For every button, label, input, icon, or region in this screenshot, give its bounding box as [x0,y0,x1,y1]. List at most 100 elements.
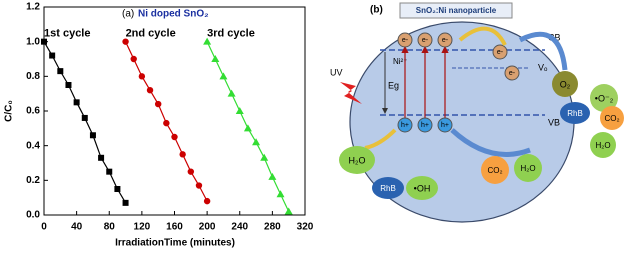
dopant-label: Ni²⁺ [393,57,407,66]
hole-label: h+ [441,122,449,129]
x-tick-label: 320 [297,222,314,233]
marker [235,107,244,114]
transfer-arrow [450,128,531,157]
marker [138,73,146,80]
x-tick-label: 160 [166,222,183,233]
oxygen-label: O₂ [560,79,571,89]
y-tick-label: 0.0 [26,210,40,221]
series-label: 2nd cycle [126,28,176,40]
marker [268,172,277,180]
hole [417,117,433,133]
electron [397,32,413,48]
hole-label: h+ [401,122,409,129]
marker [179,151,186,158]
marker [195,182,203,189]
panel-label: (a) [122,9,134,20]
marker [106,168,113,175]
marker [187,168,195,175]
vacancy-label: Vₒ [538,62,548,72]
transfer-arrow [364,128,397,150]
marker [252,138,261,146]
hydroxyl-label: •OH [414,183,431,193]
electron-label: e- [422,37,429,44]
superoxide-label: •O⁻₂ [595,93,614,103]
electron-label: e- [497,49,504,56]
x-tick-label: 0 [41,222,47,233]
particle-box [399,2,513,19]
marker [154,100,162,108]
electron-label: e- [402,37,409,44]
electron [492,44,508,60]
water-label: H₂O [349,155,366,165]
dye-label: RhB [567,109,583,118]
water [514,154,542,182]
x-tick-label: 40 [71,222,83,233]
transfer-arrow [518,31,568,71]
chart: (a) Ni doped SnO₂ IrradiationTime (minut… [4,2,314,249]
oxygen [552,71,578,97]
co2 [481,156,509,184]
x-tick-label: 200 [199,222,216,233]
hydroxyl [406,176,438,200]
y-tick-label: 0.8 [26,71,40,82]
marker [219,72,228,80]
x-tick-label: 240 [231,222,248,233]
y-tick-label: 1.2 [26,2,40,13]
marker [276,190,285,198]
dye [560,102,590,124]
marker [98,154,105,161]
hole-label: h+ [421,122,429,129]
co2-label: CO₂ [487,166,502,175]
gap-label: Eg [388,80,399,90]
superoxide [590,84,618,112]
marker [122,199,129,206]
marker [41,38,47,45]
series-label: 3rd cycle [207,28,255,40]
marker [260,153,269,161]
water-label: H₂O [520,164,535,173]
particle-label: SnO₂:Ni nanoparticle [416,6,497,15]
hole [397,117,413,133]
water [339,146,375,174]
electron [437,32,453,48]
marker [57,68,64,75]
marker [73,99,80,106]
chart-title: Ni doped SnO₂ [138,9,209,20]
marker [243,124,252,132]
x-tick-label: 120 [134,222,151,233]
marker [227,89,236,97]
uv-bolt [340,82,362,104]
uv-label: UV [330,67,343,77]
marker [114,186,121,192]
marker [203,37,212,45]
electron-label: e- [442,37,449,44]
panel-label: (b) [370,5,383,16]
water-label: H₂O [595,141,610,150]
marker [171,133,178,141]
y-axis-label: C/C₀ [4,100,15,122]
marker [65,82,72,88]
y-tick-label: 0.6 [26,106,40,117]
dye [372,177,404,199]
electron [417,32,433,48]
water [590,132,616,158]
diagram: (b) SnO₂:Ni nanoparticle CB VB Ni²⁺ Eg V… [330,2,624,223]
electron [504,65,520,81]
series-label: 1st cycle [44,28,90,40]
marker [49,52,56,59]
electron-label: e- [509,70,516,77]
marker [163,119,170,127]
marker [130,55,137,63]
marker [146,87,154,94]
x-axis-label: IrradiationTime (minutes) [115,238,235,249]
x-tick-label: 80 [104,222,116,233]
y-tick-label: 1.0 [26,36,40,47]
y-tick-label: 0.2 [26,175,40,186]
vb-label: VB [548,117,560,127]
marker [89,132,96,139]
marker [211,55,220,62]
series-line [43,41,127,204]
marker [122,38,129,45]
dye-label: RhB [380,184,396,193]
